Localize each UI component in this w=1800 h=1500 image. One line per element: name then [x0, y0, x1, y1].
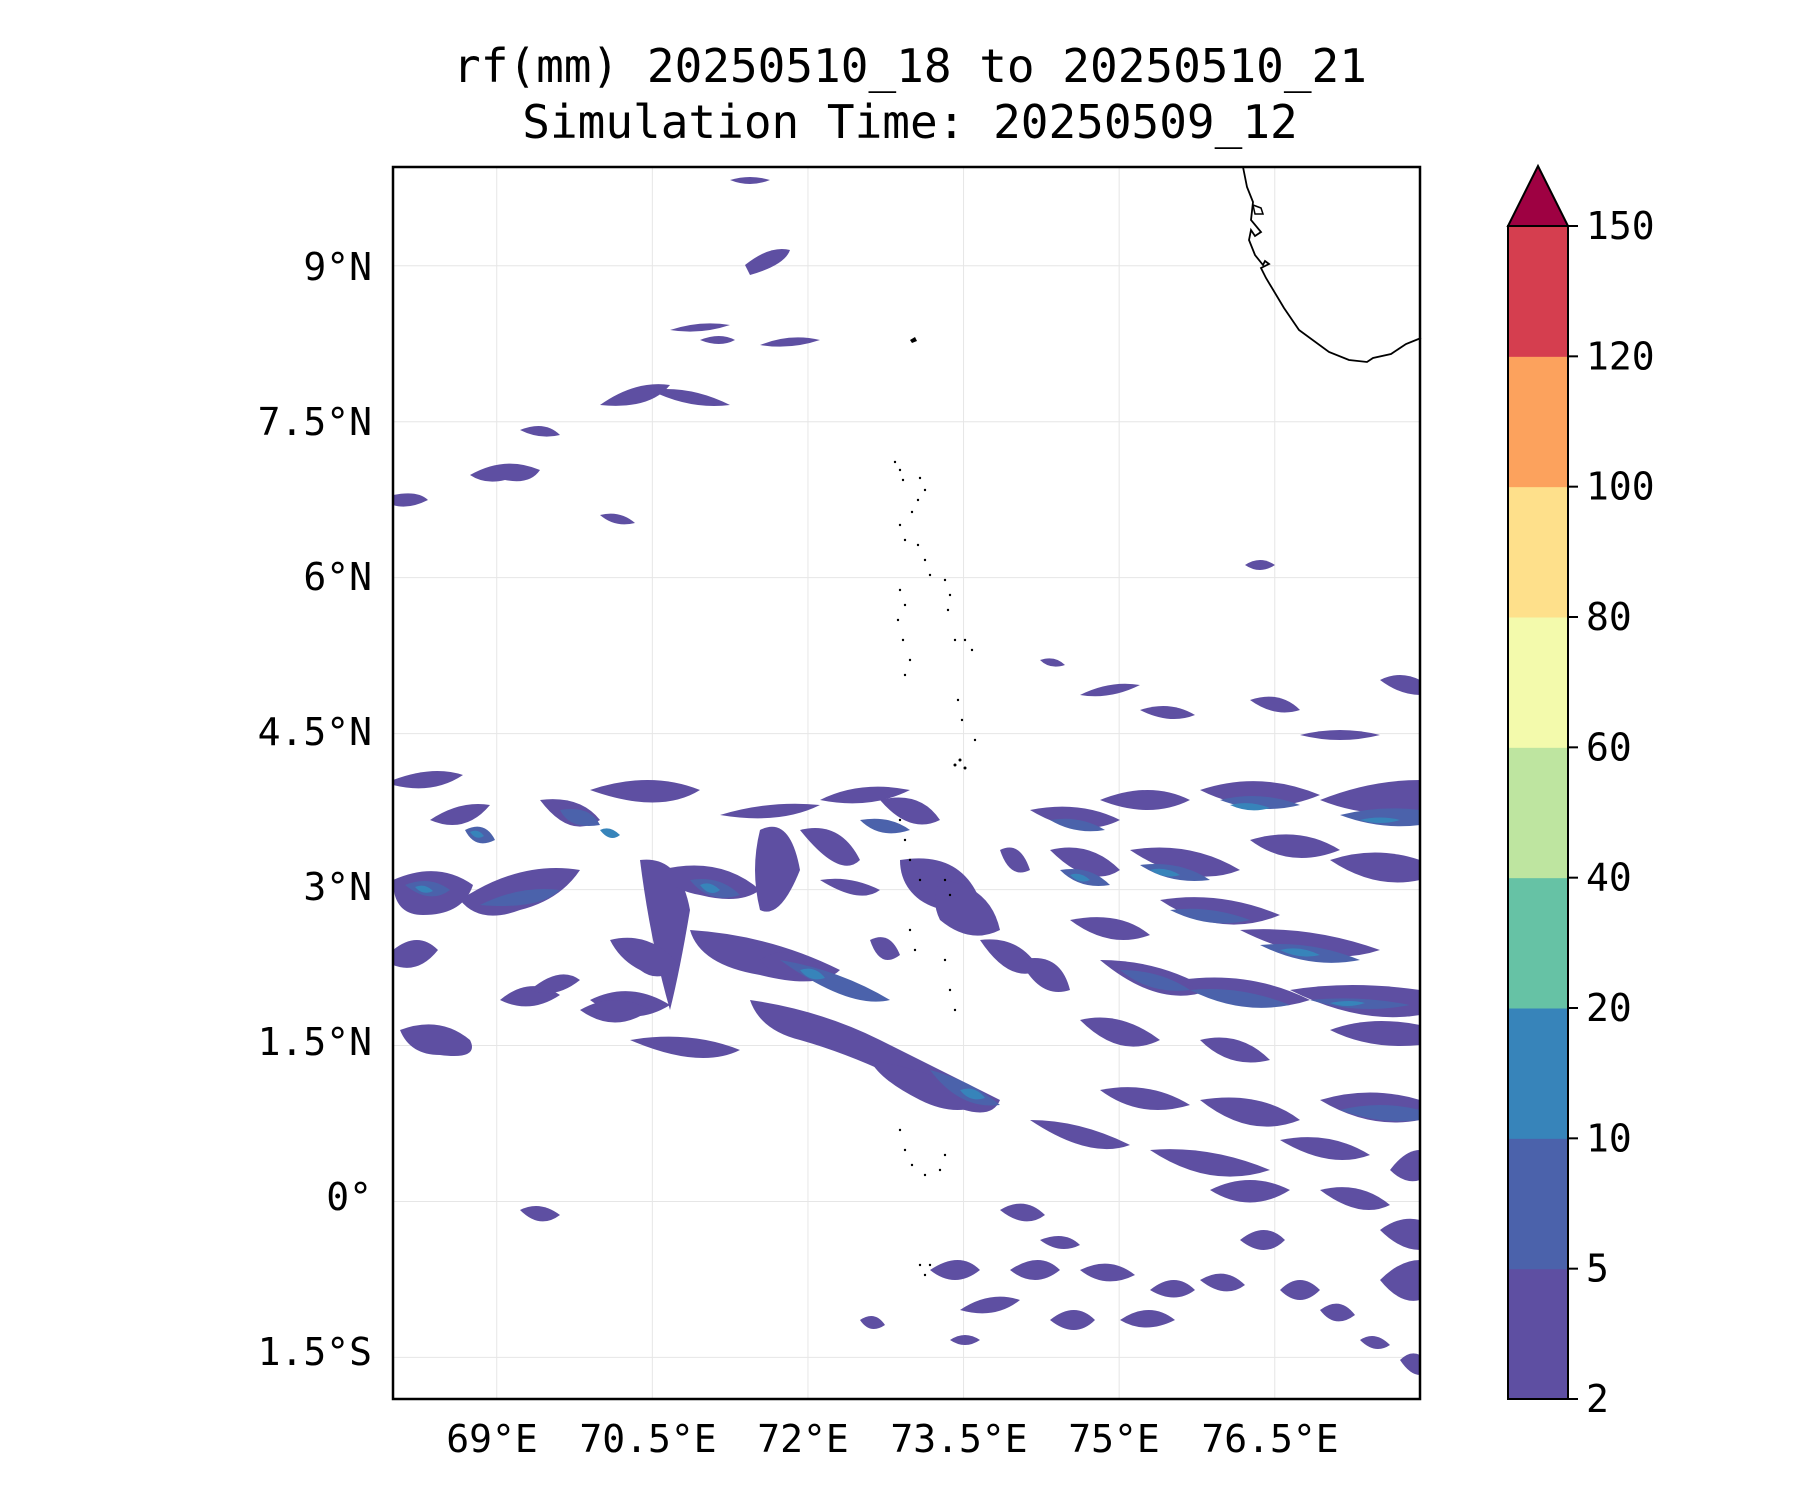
colorbar-segment	[1508, 1268, 1568, 1400]
colorbar-tick-label: 10	[1586, 1116, 1632, 1160]
lat-tick-label: 6°N	[303, 555, 372, 599]
colorbar-tick-label: 80	[1586, 595, 1632, 639]
lat-tick-label: 7.5°N	[258, 400, 372, 444]
lat-tick-label: 4.5°N	[258, 710, 372, 754]
lat-tick-labels: 9°N 7.5°N 6°N 4.5°N 3°N 1.5°N 0° 1.5°S	[258, 245, 372, 1374]
lat-tick-label: 3°N	[303, 865, 372, 909]
colorbar-tick-label: 5	[1586, 1247, 1609, 1291]
lon-tick-label: 75°E	[1068, 1417, 1160, 1461]
title-line-2: Simulation Time: 20250509_12	[522, 95, 1298, 149]
rainfall-field	[393, 177, 1420, 1375]
colorbar-tick-label: 100	[1586, 465, 1655, 509]
colorbar-tick-label: 60	[1586, 725, 1632, 769]
lon-tick-label: 69°E	[446, 1417, 538, 1461]
lat-tick-label: 0°	[326, 1175, 372, 1219]
lat-tick-label: 9°N	[303, 245, 372, 289]
lon-tick-label: 73.5°E	[890, 1417, 1027, 1461]
colorbar-segment	[1508, 356, 1568, 488]
map-frame	[391, 165, 1422, 1401]
colorbar-segment	[1508, 877, 1568, 1009]
colorbar-frame	[1507, 225, 1569, 1400]
colorbar-segment	[1508, 747, 1568, 879]
colorbar: 2 5 10 20 40 60 80 100 120 150	[1506, 163, 1655, 1421]
colorbar-segment	[1508, 486, 1568, 618]
colorbar-segment	[1508, 226, 1568, 357]
coastline-detail	[1251, 203, 1265, 215]
colorbar-tick-label: 120	[1586, 334, 1655, 378]
lat-tick-label: 1.5°S	[258, 1330, 372, 1374]
colorbar-extend-arrow	[1506, 163, 1570, 227]
maldives-atolls	[893, 337, 977, 1277]
gridlines	[393, 167, 1420, 1399]
map-panel	[391, 165, 1422, 1401]
lon-tick-label: 72°E	[757, 1417, 849, 1461]
lon-tick-labels: 69°E 70.5°E 72°E 73.5°E 75°E 76.5°E	[446, 1417, 1338, 1461]
colorbar-tick-label: 150	[1586, 204, 1655, 248]
colorbar-segment	[1508, 617, 1568, 748]
coastline	[1242, 166, 1422, 363]
lon-tick-label: 76.5°E	[1201, 1417, 1338, 1461]
colorbar-tick-label: 2	[1586, 1377, 1609, 1421]
lat-tick-label: 1.5°N	[258, 1020, 372, 1064]
title-line-1: rf(mm) 20250510_18 to 20250510_21	[453, 39, 1367, 93]
colorbar-segment	[1508, 1138, 1568, 1270]
colorbar-tick-label: 20	[1586, 986, 1632, 1030]
lon-tick-label: 70.5°E	[579, 1417, 716, 1461]
colorbar-segment	[1508, 1008, 1568, 1139]
colorbar-tick-label: 40	[1586, 856, 1632, 900]
